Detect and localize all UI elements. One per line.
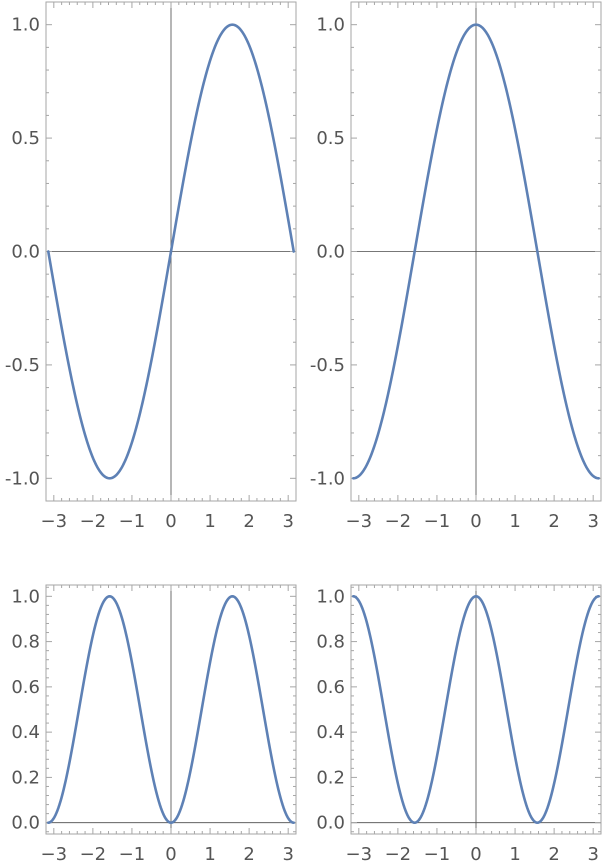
x-tick-label: 1	[509, 511, 520, 532]
series-line	[46, 23, 296, 480]
series-line	[46, 595, 296, 824]
x-tick-label: 0	[165, 511, 176, 532]
y-tick-label: 0.8	[11, 632, 40, 653]
x-tick-label: 0	[470, 511, 481, 532]
x-tick-label: −3	[346, 511, 373, 532]
x-tick-label: −2	[80, 511, 107, 532]
y-tick-label: 0.5	[316, 128, 345, 149]
x-tick-label: 0	[165, 844, 176, 864]
plot-panel-2: −3 −2 −1 0 1 2 3 -1.0 -0.5 0.0 0.5 1.0	[310, 1, 602, 532]
x-tick-label: −3	[41, 844, 68, 864]
y-tick-label: 0.4	[316, 722, 345, 743]
plot-panel-3: −3 −2 −1 0 1 2 3 0.0 0.2 0.4 0.6 0.8 1.0	[11, 584, 297, 864]
y-tick-label: 0.0	[316, 242, 345, 263]
x-tick-label: −3	[346, 844, 373, 864]
x-tick-label: −3	[41, 511, 68, 532]
x-tick-label: −1	[424, 844, 451, 864]
x-tick-label: −1	[424, 511, 451, 532]
y-tick-label: 1.0	[316, 586, 345, 607]
y-tick-label: 0.2	[316, 767, 345, 788]
x-tick-label: 1	[509, 844, 520, 864]
series-line	[351, 23, 601, 480]
y-tick-label: 0.0	[11, 813, 40, 834]
x-tick-label: −2	[385, 844, 412, 864]
plot-panel-4: −3 −2 −1 0 1 2 3 0.0 0.2 0.4 0.6 0.8 1.0	[316, 584, 602, 864]
y-tick-label: 0.0	[11, 242, 40, 263]
x-tick-label: 3	[587, 511, 598, 532]
y-tick-label: 1.0	[11, 586, 40, 607]
x-tick-label: 3	[282, 844, 293, 864]
y-tick-label: 1.0	[316, 15, 345, 36]
x-tick-label: 2	[243, 511, 254, 532]
y-tick-label: 1.0	[11, 15, 40, 36]
y-tick-label: 0.0	[316, 813, 345, 834]
series-line	[351, 595, 601, 824]
x-tick-label: −1	[119, 511, 146, 532]
y-tick-label: 0.2	[11, 767, 40, 788]
x-tick-label: −2	[385, 511, 412, 532]
x-tick-label: 2	[243, 844, 254, 864]
y-tick-label: -1.0	[5, 468, 40, 489]
y-tick-label: 0.5	[11, 128, 40, 149]
x-tick-label: 2	[548, 511, 559, 532]
y-tick-label: -1.0	[310, 468, 345, 489]
x-tick-label: 3	[587, 844, 598, 864]
y-tick-label: -0.5	[5, 355, 40, 376]
x-tick-label: −2	[80, 844, 107, 864]
plot-panel-1: −3 −2 −1 0 1 2 3 -1.0 -0.5 0.0 0.5 1.0	[5, 1, 297, 532]
x-tick-label: 1	[204, 511, 215, 532]
y-tick-label: 0.6	[316, 677, 345, 698]
y-tick-label: 0.4	[11, 722, 40, 743]
x-tick-label: 3	[282, 511, 293, 532]
x-tick-label: −1	[119, 844, 146, 864]
x-tick-label: 0	[470, 844, 481, 864]
y-tick-label: 0.6	[11, 677, 40, 698]
y-tick-label: -0.5	[310, 355, 345, 376]
x-tick-label: 2	[548, 844, 559, 864]
x-tick-label: 1	[204, 844, 215, 864]
y-tick-label: 0.8	[316, 632, 345, 653]
